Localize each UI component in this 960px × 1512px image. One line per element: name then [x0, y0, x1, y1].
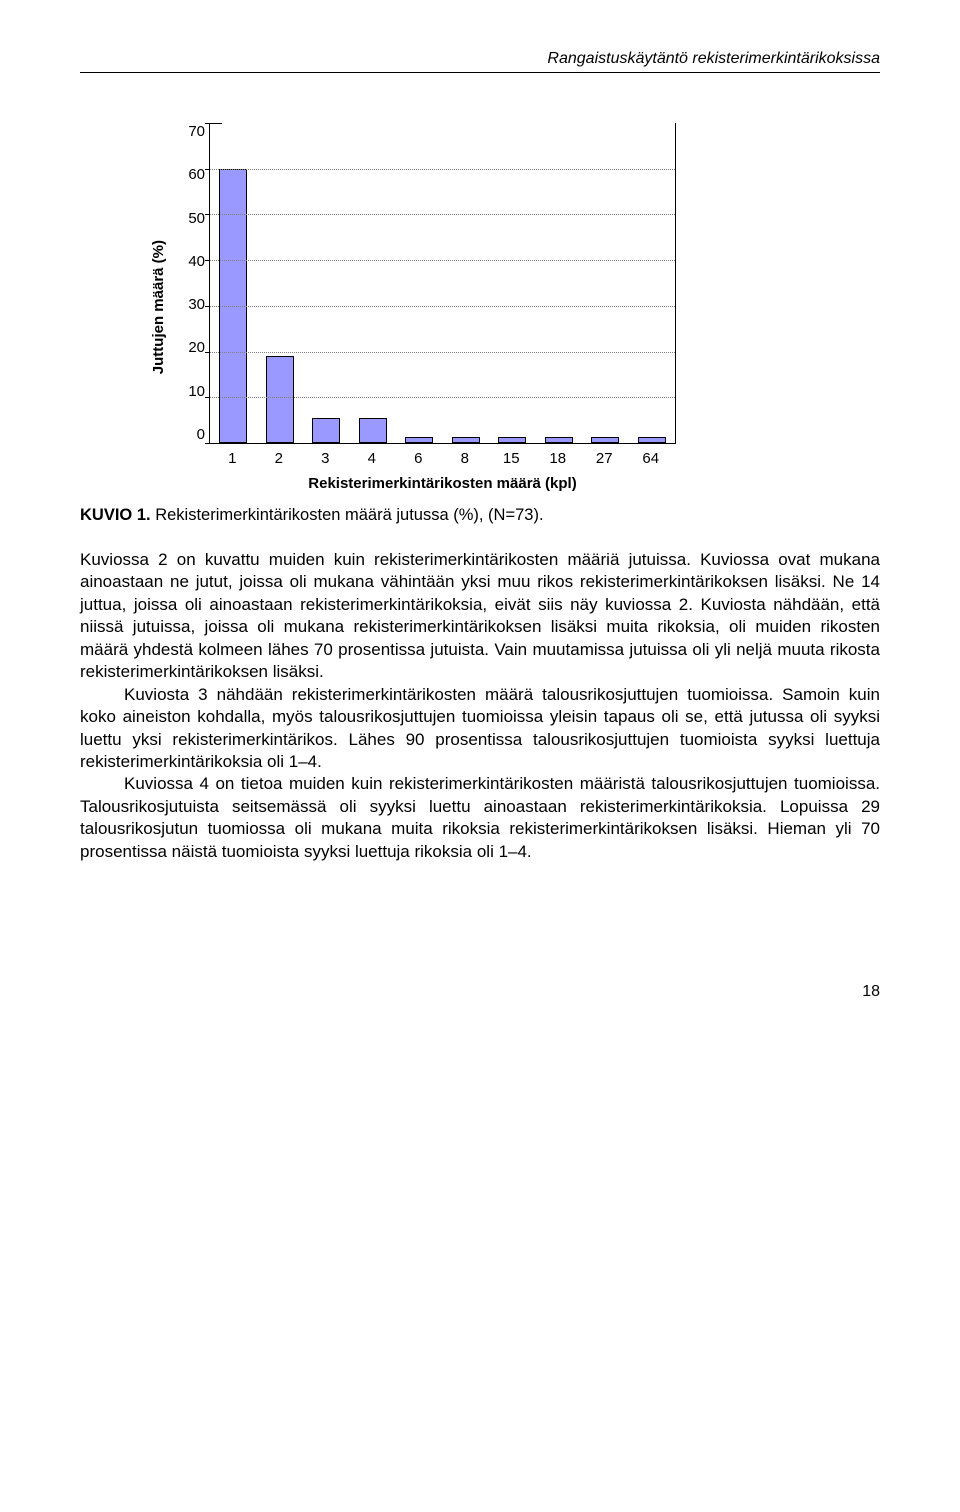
body-text: Kuviossa 2 on kuvattu muiden kuin rekist… [80, 549, 880, 863]
chart-x-tick: 18 [544, 450, 572, 467]
chart-y-tick: 30 [188, 296, 205, 313]
chart-bar [266, 356, 294, 443]
chart-y-axis-label: Juttujen määrä (%) [150, 240, 167, 374]
chart-bar [545, 437, 573, 443]
chart-x-tick: 1 [218, 450, 246, 467]
chart-y-tick: 10 [188, 383, 205, 400]
header-rule [80, 72, 880, 73]
chart-x-tick: 15 [497, 450, 525, 467]
chart-bar [452, 437, 480, 443]
page-number: 18 [80, 983, 880, 1001]
chart-y-ticks: 70 60 50 40 30 20 10 0 [173, 123, 209, 443]
chart-x-tick: 64 [637, 450, 665, 467]
bar-chart: Juttujen määrä (%) 70 60 50 40 30 20 10 0 1 2 3 4 6… [150, 123, 690, 492]
chart-x-tick: 3 [311, 450, 339, 467]
chart-y-tick: 60 [188, 166, 205, 183]
chart-x-tick: 6 [404, 450, 432, 467]
chart-bar [405, 437, 433, 443]
chart-y-tick: 20 [188, 339, 205, 356]
chart-bar [638, 437, 666, 443]
chart-bars [210, 123, 675, 443]
chart-x-ticks: 1 2 3 4 6 8 15 18 27 64 [209, 450, 674, 467]
chart-bar [498, 437, 526, 443]
chart-bar [359, 418, 387, 443]
figure-caption-label: KUVIO 1. [80, 506, 151, 524]
page: Rangaistuskäytäntö rekisterimerkintäriko… [0, 0, 960, 1041]
figure-caption: KUVIO 1. Rekisterimerkintärikosten määrä… [80, 506, 880, 525]
chart-y-tick: 0 [197, 426, 205, 443]
chart-x-tick: 8 [451, 450, 479, 467]
figure-caption-text: Rekisterimerkintärikosten määrä jutussa … [151, 506, 544, 524]
chart-bar [312, 418, 340, 443]
chart-x-tick: 4 [358, 450, 386, 467]
paragraph: Kuviossa 4 on tietoa muiden kuin rekiste… [80, 773, 880, 863]
chart-x-tick: 2 [265, 450, 293, 467]
chart-plot-area [209, 123, 676, 444]
paragraph: Kuviosta 3 nähdään rekisterimerkintäriko… [80, 684, 880, 774]
running-title: Rangaistuskäytäntö rekisterimerkintäriko… [80, 50, 880, 68]
paragraph: Kuviossa 2 on kuvattu muiden kuin rekist… [80, 549, 880, 684]
chart-y-tick: 40 [188, 253, 205, 270]
chart-x-tick: 27 [590, 450, 618, 467]
chart-x-axis-label: Rekisterimerkintärikosten määrä (kpl) [209, 475, 676, 492]
chart-bar [591, 437, 619, 443]
chart-y-tick: 70 [188, 123, 205, 140]
chart-y-tick: 50 [188, 210, 205, 227]
